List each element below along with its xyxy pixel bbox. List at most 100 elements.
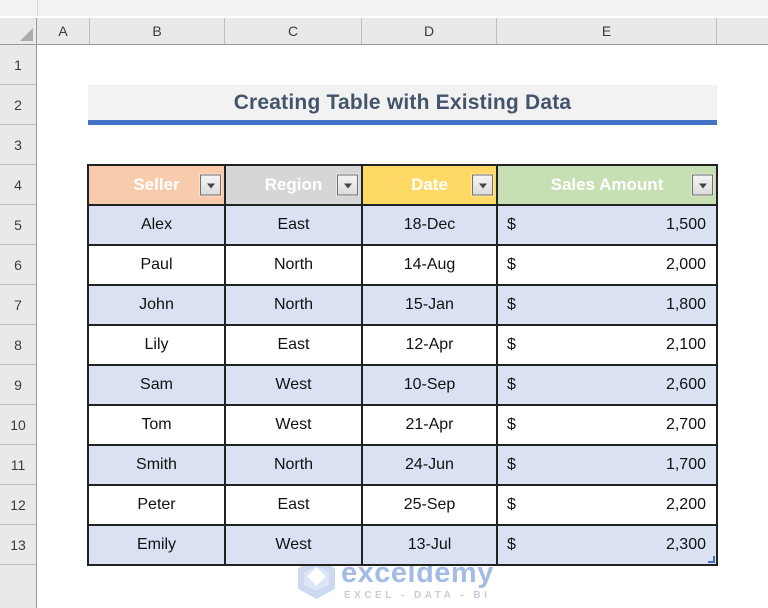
row-header-3[interactable]: 3 (0, 125, 36, 165)
cell-date[interactable]: 21-Apr (361, 404, 498, 446)
cell-sales-amount[interactable]: $2,700 (496, 404, 718, 446)
amount-value: 2,300 (665, 536, 706, 553)
cell-date[interactable]: 18-Dec (361, 204, 498, 246)
table-row: Sam West 10-Sep $2,600 (87, 364, 718, 406)
chrome-top-strip (0, 0, 768, 16)
amount-value: 2,200 (665, 496, 706, 513)
row-header-11[interactable]: 11 (0, 445, 36, 485)
header-cell-sales-amount[interactable]: Sales Amount (496, 164, 718, 206)
header-cell-seller[interactable]: Seller (87, 164, 226, 206)
column-header-a[interactable]: A (37, 18, 90, 44)
currency-symbol: $ (507, 536, 516, 553)
chevron-down-icon (343, 183, 352, 188)
column-header-d[interactable]: D (362, 18, 497, 44)
row-header-2[interactable]: 2 (0, 85, 36, 125)
cell-region[interactable]: East (224, 204, 363, 246)
column-header-e[interactable]: E (497, 18, 717, 44)
cell-sales-amount[interactable]: $1,500 (496, 204, 718, 246)
cell-seller[interactable]: John (87, 284, 226, 326)
cell-date[interactable]: 12-Apr (361, 324, 498, 366)
filter-dropdown-button-date[interactable] (472, 174, 493, 196)
row-header-12[interactable]: 12 (0, 485, 36, 525)
row-header-8[interactable]: 8 (0, 325, 36, 365)
amount-value: 2,000 (665, 256, 706, 273)
cell-region[interactable]: West (224, 524, 363, 566)
currency-symbol: $ (507, 496, 516, 513)
column-header-c[interactable]: C (225, 18, 362, 44)
currency-symbol: $ (507, 216, 516, 233)
row-header-7[interactable]: 7 (0, 285, 36, 325)
cell-sales-amount[interactable]: $1,800 (496, 284, 718, 326)
header-label-date: Date (411, 175, 448, 194)
table-row: Tom West 21-Apr $2,700 (87, 404, 718, 446)
currency-symbol: $ (507, 296, 516, 313)
header-label-region: Region (264, 175, 323, 194)
cell-sales-amount[interactable]: $2,200 (496, 484, 718, 526)
amount-value: 2,700 (665, 416, 706, 433)
chevron-down-icon (698, 183, 707, 188)
cell-sales-amount[interactable]: $2,000 (496, 244, 718, 286)
filter-dropdown-button-region[interactable] (337, 174, 358, 196)
cell-seller[interactable]: Lily (87, 324, 226, 366)
header-cell-region[interactable]: Region (224, 164, 363, 206)
amount-value: 2,100 (665, 336, 706, 353)
row-header-4[interactable]: 4 (0, 165, 36, 205)
cell-sales-amount[interactable]: $2,300 (496, 524, 718, 566)
page-title: Creating Table with Existing Data (233, 90, 572, 114)
cell-seller[interactable]: Emily (87, 524, 226, 566)
currency-symbol: $ (507, 456, 516, 473)
row-header-9[interactable]: 9 (0, 365, 36, 405)
cell-date[interactable]: 15-Jan (361, 284, 498, 326)
table-row: Paul North 14-Aug $2,000 (87, 244, 718, 286)
cell-date[interactable]: 13-Jul (361, 524, 498, 566)
currency-symbol: $ (507, 256, 516, 273)
cell-date[interactable]: 24-Jun (361, 444, 498, 486)
cell-sales-amount[interactable]: $2,600 (496, 364, 718, 406)
cell-region[interactable]: North (224, 284, 363, 326)
header-label-sales-amount: Sales Amount (550, 175, 664, 194)
cell-seller[interactable]: Paul (87, 244, 226, 286)
cell-region[interactable]: North (224, 444, 363, 486)
row-header-13[interactable]: 13 (0, 525, 36, 565)
header-label-seller: Seller (133, 175, 180, 194)
table-row: Smith North 24-Jun $1,700 (87, 444, 718, 486)
cell-region[interactable]: East (224, 484, 363, 526)
amount-value: 1,500 (665, 216, 706, 233)
cell-date[interactable]: 10-Sep (361, 364, 498, 406)
cell-region[interactable]: West (224, 404, 363, 446)
amount-value: 1,800 (665, 296, 706, 313)
filter-dropdown-button-seller[interactable] (200, 174, 221, 196)
cell-seller[interactable]: Peter (87, 484, 226, 526)
row-header-5[interactable]: 5 (0, 205, 36, 245)
cell-sales-amount[interactable]: $1,700 (496, 444, 718, 486)
title-banner-cell[interactable]: Creating Table with Existing Data (88, 85, 717, 125)
table-row: Peter East 25-Sep $2,200 (87, 484, 718, 526)
table-row: Alex East 18-Dec $1,500 (87, 204, 718, 246)
column-header-f[interactable] (717, 18, 768, 44)
select-all-corner[interactable] (0, 18, 37, 44)
select-all-icon (20, 28, 33, 41)
currency-symbol: $ (507, 416, 516, 433)
cell-seller[interactable]: Sam (87, 364, 226, 406)
cell-region[interactable]: West (224, 364, 363, 406)
cell-region[interactable]: North (224, 244, 363, 286)
cell-seller[interactable]: Alex (87, 204, 226, 246)
cell-seller[interactable]: Smith (87, 444, 226, 486)
cell-date[interactable]: 14-Aug (361, 244, 498, 286)
chrome-separator (37, 0, 38, 16)
chevron-down-icon (206, 183, 215, 188)
cell-date[interactable]: 25-Sep (361, 484, 498, 526)
table-resize-handle[interactable] (708, 556, 715, 563)
filter-dropdown-button-sales-amount[interactable] (692, 174, 713, 196)
cell-region[interactable]: East (224, 324, 363, 366)
row-header-6[interactable]: 6 (0, 245, 36, 285)
cell-seller[interactable]: Tom (87, 404, 226, 446)
header-cell-date[interactable]: Date (361, 164, 498, 206)
row-header-10[interactable]: 10 (0, 405, 36, 445)
cell-sales-amount[interactable]: $2,100 (496, 324, 718, 366)
sales-table: Seller Region Date Sales Amount (87, 164, 718, 566)
column-header-b[interactable]: B (90, 18, 225, 44)
currency-symbol: $ (507, 376, 516, 393)
row-header-1[interactable]: 1 (0, 45, 36, 85)
table-row: John North 15-Jan $1,800 (87, 284, 718, 326)
